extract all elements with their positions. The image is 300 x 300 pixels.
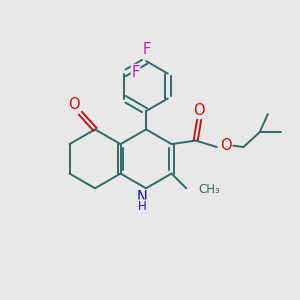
Text: O: O xyxy=(68,98,80,112)
Text: CH₃: CH₃ xyxy=(199,183,220,196)
Text: F: F xyxy=(142,42,151,57)
Text: N: N xyxy=(137,190,148,205)
Text: O: O xyxy=(220,138,232,153)
Text: F: F xyxy=(131,64,140,80)
Text: O: O xyxy=(194,103,205,118)
Text: H: H xyxy=(138,200,147,213)
